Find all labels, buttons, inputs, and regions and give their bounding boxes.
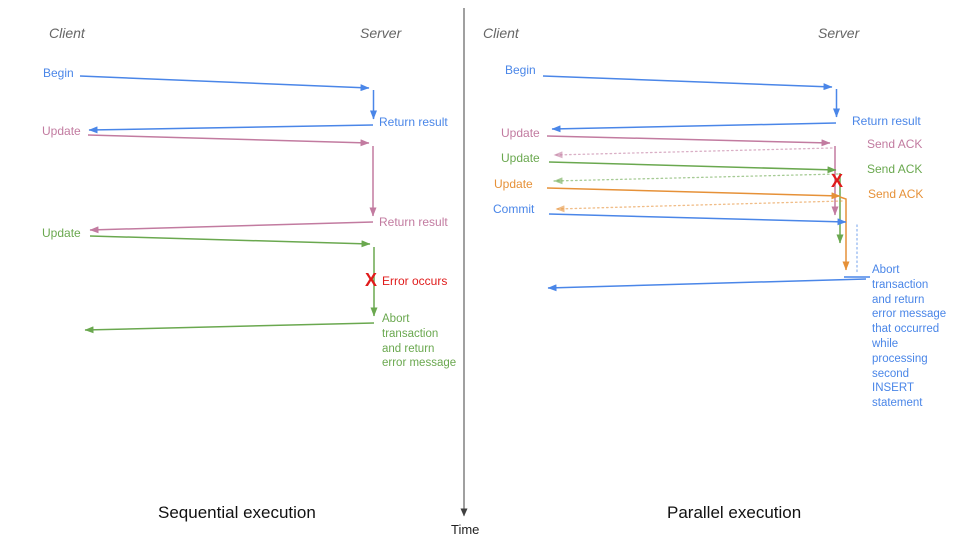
left-return-result1-arrow (88, 124, 374, 134)
right-update3-label: Update (494, 177, 533, 191)
right-send-ack3-arrow (555, 200, 843, 213)
left-return-result2-label: Return result (379, 215, 448, 229)
right-update1-label: Update (501, 126, 540, 140)
left-return-result2-arrow (89, 221, 374, 234)
left-error-x-icon: X (365, 270, 378, 290)
right-error-x-icon: X (831, 171, 844, 191)
right-send-ack2-arrow (553, 173, 839, 185)
left-error-label: Error occurs (382, 274, 448, 288)
right-return-result-label: Return result (852, 114, 921, 128)
left-update2-request-arrow (89, 235, 371, 248)
left-server-header: Server (360, 25, 402, 41)
right-server-header: Server (818, 25, 860, 41)
left-abort-return-arrow (84, 322, 375, 334)
left-begin-label: Begin (43, 66, 74, 80)
left-caption: Sequential execution (158, 503, 316, 522)
right-commit-label: Commit (493, 202, 535, 216)
left-begin-request-arrow (79, 75, 370, 92)
time-axis-label: Time (451, 522, 480, 537)
right-abort-return-arrow (547, 278, 867, 292)
right-update3-request-arrow (546, 187, 841, 200)
right-return-result-arrow (551, 122, 837, 133)
right-server-update3-arrow (839, 196, 850, 271)
right-commit-request-arrow (548, 213, 847, 226)
left-return-result1-label: Return result (379, 115, 448, 129)
left-abort-label: Abort transaction and return error messa… (382, 313, 457, 370)
right-send-ack3-label: Send ACK (868, 187, 924, 201)
right-begin-label: Begin (505, 63, 536, 77)
right-panel-arrows (542, 75, 870, 292)
right-begin-request-arrow (542, 75, 833, 91)
left-update2-label: Update (42, 226, 81, 240)
right-client-header: Client (483, 25, 519, 41)
right-send-ack1-label: Send ACK (867, 137, 923, 151)
right-abort-label: Abort transaction and return error messa… (872, 264, 947, 410)
left-update1-request-arrow (87, 134, 370, 147)
left-update1-label: Update (42, 124, 81, 138)
right-send-ack2-label: Send ACK (867, 162, 923, 176)
right-send-ack1-arrow (553, 147, 833, 159)
right-update2-request-arrow (548, 161, 837, 174)
right-update2-label: Update (501, 151, 540, 165)
left-client-header: Client (49, 25, 85, 41)
left-panel-arrows (79, 75, 378, 334)
right-caption: Parallel execution (667, 503, 802, 522)
right-update1-request-arrow (546, 135, 831, 147)
